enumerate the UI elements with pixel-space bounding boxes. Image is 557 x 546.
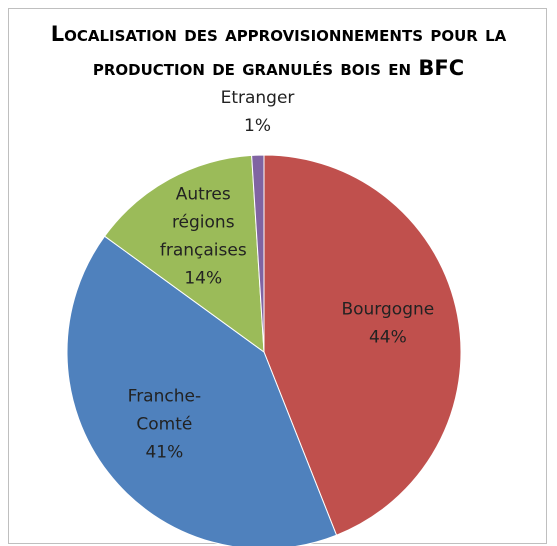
slice-label: Franche- Comté bbox=[128, 386, 201, 434]
pie-slice bbox=[66, 235, 338, 546]
slice-label-line: Franche- bbox=[128, 386, 201, 406]
slice-label: Bourgogne bbox=[341, 299, 434, 319]
slice-label-line: Autres bbox=[176, 185, 231, 205]
pie-slice bbox=[263, 154, 462, 536]
slice-label-line: Bourgogne bbox=[341, 299, 434, 319]
slice-label-line: Comté bbox=[136, 414, 192, 434]
slice-label-line: régions bbox=[172, 213, 235, 233]
slice-value-label: 14% bbox=[184, 269, 222, 289]
chart-title: Localisation des approvisionnements pour… bbox=[50, 22, 507, 80]
pie-slice bbox=[103, 154, 265, 354]
slice-label-line: Etranger bbox=[221, 88, 295, 108]
slice-value-label: 41% bbox=[145, 442, 183, 462]
pie-slice bbox=[251, 154, 265, 353]
slice-label: Etranger bbox=[221, 88, 295, 108]
slice-label: Autres régions françaises bbox=[160, 185, 247, 261]
slice-value-label: 1% bbox=[244, 116, 271, 136]
slice-label-line: françaises bbox=[160, 241, 247, 261]
slice-value-label: 44% bbox=[369, 327, 407, 347]
